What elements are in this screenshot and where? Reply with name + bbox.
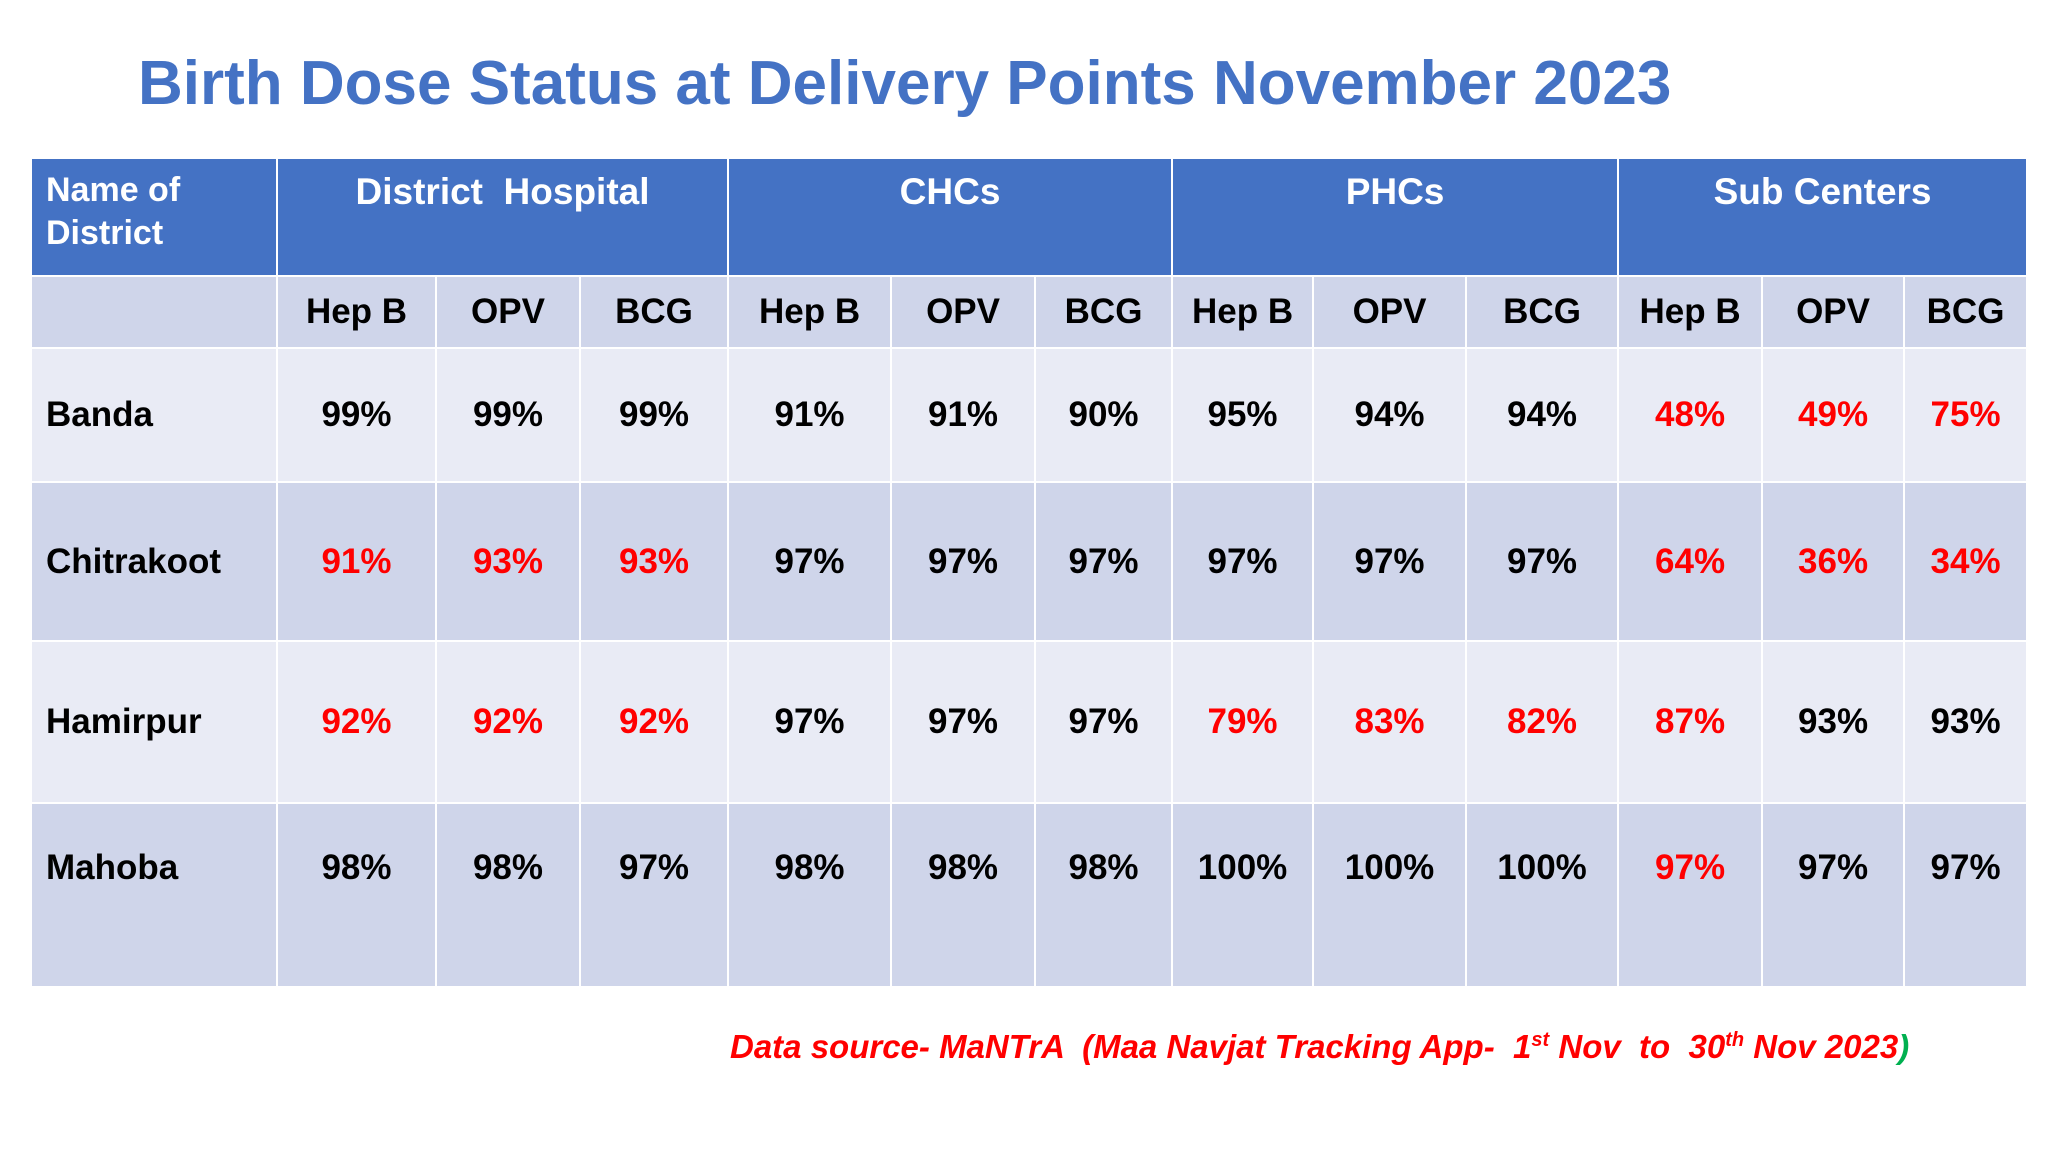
source-close-paren: ) — [1898, 1028, 1910, 1065]
vaccine-header: BCG — [1903, 275, 2029, 349]
coverage-cell: 92% — [276, 640, 437, 804]
coverage-cell: 48% — [1617, 347, 1764, 483]
vaccine-header: OPV — [890, 275, 1037, 349]
vaccine-header: Hep B — [1617, 275, 1764, 349]
coverage-cell: 49% — [1761, 347, 1906, 483]
coverage-cell: 93% — [1761, 640, 1906, 804]
coverage-cell: 97% — [727, 640, 893, 804]
coverage-cell: 98% — [1034, 802, 1174, 988]
table-row: Banda 99% 99% 99% 91% 91% 90% 95% 94% 94… — [30, 347, 2029, 483]
coverage-cell: 100% — [1312, 802, 1468, 988]
source-superscript-st: st — [1531, 1029, 1550, 1051]
vaccine-header: Hep B — [276, 275, 437, 349]
coverage-cell: 97% — [1312, 481, 1468, 642]
coverage-cell: 99% — [276, 347, 437, 483]
coverage-cell: 97% — [1171, 481, 1315, 642]
coverage-cell: 98% — [727, 802, 893, 988]
table-row: Hamirpur 92% 92% 92% 97% 97% 97% 79% 83%… — [30, 640, 2029, 804]
coverage-cell: 93% — [578, 481, 730, 642]
coverage-cell: 94% — [1465, 347, 1620, 483]
table-row: Mahoba 98% 98% 97% 98% 98% 98% 100% 100%… — [30, 802, 2029, 988]
coverage-cell: 82% — [1465, 640, 1620, 804]
vaccine-header-row: Hep B OPV BCG Hep B OPV BCG Hep B OPV BC… — [30, 275, 2029, 349]
coverage-cell: 64% — [1617, 481, 1764, 642]
coverage-cell: 79% — [1171, 640, 1315, 804]
coverage-cell: 97% — [1903, 802, 2029, 988]
coverage-cell: 97% — [1617, 802, 1764, 988]
coverage-cell: 93% — [1903, 640, 2029, 804]
source-middle: Nov to 30 — [1549, 1028, 1726, 1065]
vaccine-header: BCG — [1465, 275, 1620, 349]
coverage-cell: 97% — [890, 481, 1037, 642]
coverage-cell: 83% — [1312, 640, 1468, 804]
empty-header-cell — [30, 275, 278, 349]
coverage-cell: 99% — [578, 347, 730, 483]
district-name: Banda — [30, 347, 278, 483]
coverage-cell: 99% — [435, 347, 581, 483]
district-name: Mahoba — [30, 802, 278, 988]
group-header-chcs: CHCs — [727, 157, 1174, 277]
group-header-row: Name of District District Hospital CHCs … — [30, 157, 2029, 277]
source-suffix: Nov 2023 — [1744, 1028, 1899, 1065]
coverage-cell: 92% — [435, 640, 581, 804]
coverage-cell: 90% — [1034, 347, 1174, 483]
district-name: Hamirpur — [30, 640, 278, 804]
coverage-cell: 91% — [890, 347, 1037, 483]
coverage-cell: 98% — [435, 802, 581, 988]
vaccine-header: OPV — [1312, 275, 1468, 349]
district-name: Chitrakoot — [30, 481, 278, 642]
group-header-sub-centers: Sub Centers — [1617, 157, 2029, 277]
coverage-cell: 97% — [1034, 481, 1174, 642]
coverage-cell: 97% — [1465, 481, 1620, 642]
vaccine-header: OPV — [435, 275, 581, 349]
vaccine-header: BCG — [1034, 275, 1174, 349]
coverage-cell: 97% — [1761, 802, 1906, 988]
coverage-cell: 98% — [890, 802, 1037, 988]
data-source-note: Data source- MaNTrA (Maa Navjat Tracking… — [730, 1028, 1909, 1066]
coverage-cell: 91% — [727, 347, 893, 483]
table-row: Chitrakoot 91% 93% 93% 97% 97% 97% 97% 9… — [30, 481, 2029, 642]
coverage-cell: 97% — [890, 640, 1037, 804]
coverage-cell: 91% — [276, 481, 437, 642]
vaccine-header: Hep B — [1171, 275, 1315, 349]
coverage-cell: 34% — [1903, 481, 2029, 642]
coverage-cell: 97% — [727, 481, 893, 642]
coverage-cell: 100% — [1171, 802, 1315, 988]
coverage-cell: 75% — [1903, 347, 2029, 483]
coverage-cell: 97% — [1034, 640, 1174, 804]
coverage-cell: 100% — [1465, 802, 1620, 988]
vaccine-header: OPV — [1761, 275, 1906, 349]
coverage-cell: 98% — [276, 802, 437, 988]
coverage-cell: 92% — [578, 640, 730, 804]
source-prefix: Data source- MaNTrA (Maa Navjat Tracking… — [730, 1028, 1532, 1065]
coverage-cell: 97% — [578, 802, 730, 988]
source-superscript-th: th — [1725, 1029, 1745, 1051]
coverage-cell: 94% — [1312, 347, 1468, 483]
birth-dose-table: Name of District District Hospital CHCs … — [30, 157, 2029, 988]
coverage-cell: 95% — [1171, 347, 1315, 483]
group-header-district-hospital: District Hospital — [275, 157, 730, 277]
group-header-phcs: PHCs — [1171, 157, 1620, 277]
page-title: Birth Dose Status at Delivery Points Nov… — [138, 49, 1672, 118]
vaccine-header: Hep B — [727, 275, 893, 349]
coverage-cell: 87% — [1617, 640, 1764, 804]
vaccine-header: BCG — [578, 275, 730, 349]
coverage-cell: 36% — [1761, 481, 1906, 642]
coverage-cell: 93% — [435, 481, 581, 642]
district-column-header: Name of District — [30, 157, 278, 277]
